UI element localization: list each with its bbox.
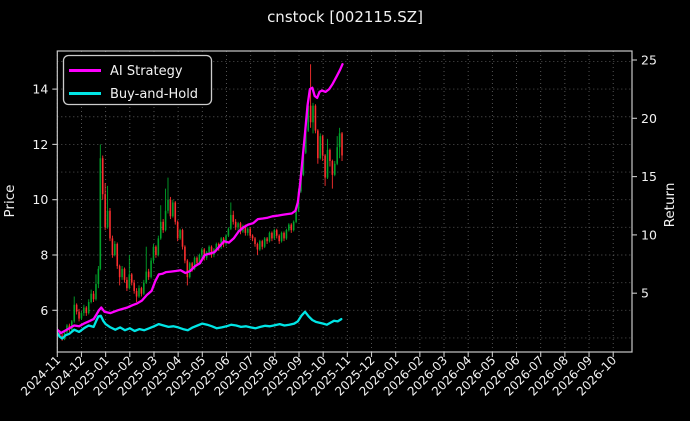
series-line-ai-strategy (57, 63, 344, 335)
legend-label-ai-strategy: AI Strategy (110, 64, 183, 79)
legend: AI Strategy Buy-and-Hold (62, 54, 213, 106)
price-tick-labels: 6 8 10 12 14 (32, 82, 48, 318)
return-tick-label: 20 (641, 111, 657, 126)
price-tick-label: 8 (40, 248, 48, 263)
tick-marks (52, 59, 637, 357)
return-tick-label: 10 (641, 227, 657, 242)
series-line-buy-and-hold (57, 310, 343, 340)
price-tick-label: 10 (32, 192, 48, 207)
price-axis-label: Price (2, 185, 18, 218)
return-tick-label: 15 (641, 169, 657, 184)
return-tick-label: 5 (641, 286, 649, 301)
price-tick-label: 6 (40, 303, 48, 318)
return-axis-label: Return (662, 183, 678, 228)
legend-label-buy-and-hold: Buy-and-Hold (110, 87, 198, 102)
x-tick-labels: 2024-112024-122025-012025-022025-032025-… (18, 353, 619, 398)
chart-title: cnstock [002115.SZ] (267, 8, 423, 26)
return-tick-labels: 5 10 15 20 25 (641, 53, 657, 301)
price-tick-label: 14 (32, 82, 48, 97)
price-tick-label: 12 (32, 137, 48, 152)
return-tick-label: 25 (641, 53, 657, 68)
candlesticks (57, 64, 343, 341)
plot-border (56, 50, 633, 353)
